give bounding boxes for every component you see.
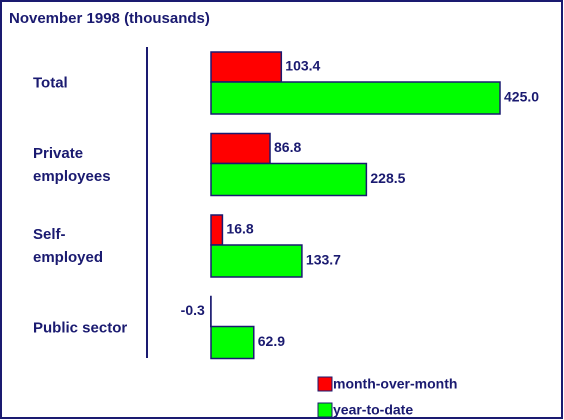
category-label: Public sector <box>33 319 128 336</box>
bar <box>210 81 501 115</box>
value-label: 62.9 <box>258 333 285 349</box>
bar <box>210 244 303 278</box>
value-label: 86.8 <box>274 139 301 155</box>
bar <box>210 162 368 197</box>
value-label: 425.0 <box>504 89 539 105</box>
category-label: Total <box>33 74 68 92</box>
bar <box>210 51 283 83</box>
value-label: 228.5 <box>370 170 405 186</box>
legend-swatch <box>317 402 333 418</box>
bar <box>210 132 271 165</box>
category-label: Private employees <box>33 144 111 185</box>
chart-title: November 1998 (thousands) <box>9 10 210 27</box>
value-label: 133.7 <box>306 252 341 268</box>
legend-swatch <box>317 376 333 392</box>
category-label: Self-employed <box>33 226 104 266</box>
legend-label: year-to-date <box>333 402 413 418</box>
value-label: 16.8 <box>226 221 253 237</box>
legend-label: month-over-month <box>333 376 457 392</box>
bar <box>210 214 224 246</box>
value-label: -0.3 <box>181 302 205 318</box>
value-label: 103.4 <box>285 58 320 74</box>
bar <box>210 325 255 360</box>
